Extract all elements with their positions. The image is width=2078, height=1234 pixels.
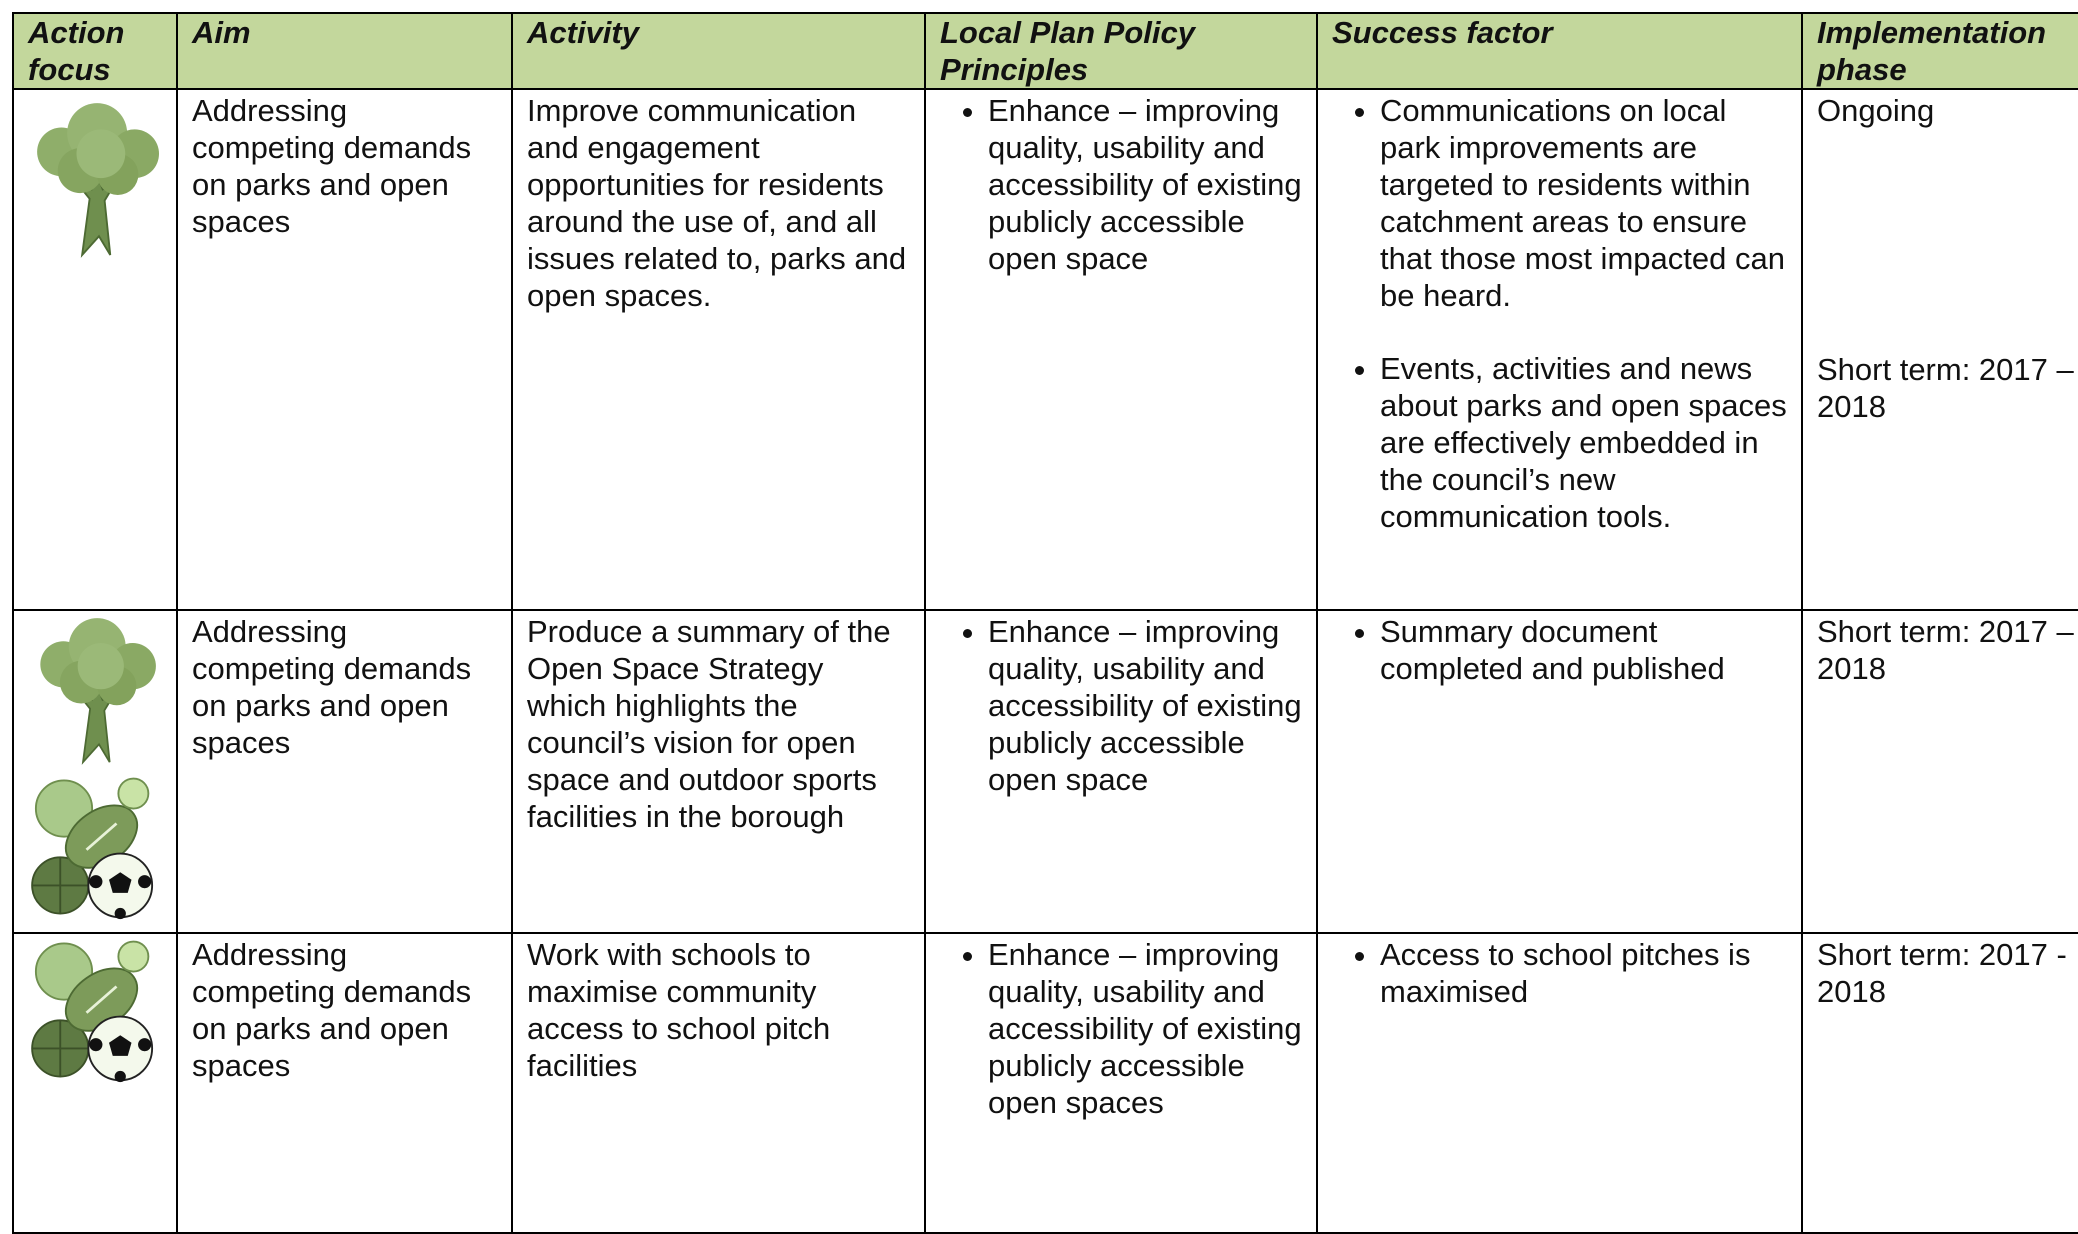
phase-item: Short term: 2017 – 2018 (1817, 352, 2074, 424)
row: Addressing competing demands on parks an… (12, 932, 2078, 1234)
balls-icon (30, 777, 154, 921)
phase-item: Ongoing (1817, 93, 1935, 128)
header-cell: Activity (511, 12, 926, 90)
header-cell: Local Plan Policy Principles (924, 12, 1318, 90)
header-cell: Aim (176, 12, 513, 90)
header-row: Action focus Aim Activity Local Plan Pol… (12, 12, 2078, 90)
principles: Enhance – improving quality, usability a… (924, 609, 1318, 934)
phase-item: Short term: 2017 – 2018 (1817, 614, 2074, 686)
row: Addressing competing demands on parks an… (12, 88, 2078, 611)
success-item: Summary document completed and published (1380, 613, 1787, 687)
success-item: Communications on local park improvement… (1380, 92, 1787, 314)
phase-item: Short term: 2017 - 2018 (1817, 937, 2067, 1009)
success: Access to school pitches is maximised (1316, 932, 1803, 1234)
aim: Addressing competing demands on parks an… (176, 609, 513, 934)
activity: Improve communication and engagement opp… (511, 88, 926, 611)
activity: Work with schools to maximise community … (511, 932, 926, 1234)
phase: Short term: 2017 – 2018 (1801, 609, 2078, 934)
page: {"table": { "header": ["Action focus", "… (0, 0, 2078, 1152)
success: Summary document completed and published (1316, 609, 1803, 934)
principle: Enhance – improving quality, usability a… (988, 936, 1302, 1121)
phase: Ongoing Short term: 2017 – 2018 (1801, 88, 2078, 611)
row: Addressing competing demands on parks an… (12, 609, 2078, 934)
action-table: Action focus Aim Activity Local Plan Pol… (12, 12, 2078, 1234)
tree-icon (39, 617, 157, 763)
principle: Enhance – improving quality, usability a… (988, 92, 1302, 277)
header-cell: Action focus (12, 12, 178, 90)
balls-icon (30, 940, 154, 1084)
activity: Produce a summary of the Open Space Stra… (511, 609, 926, 934)
success-item: Access to school pitches is maximised (1380, 936, 1787, 1010)
icon-cell (12, 88, 178, 611)
header-cell: Implementation phase (1801, 12, 2078, 90)
success-item: Events, activities and news about parks … (1380, 350, 1787, 535)
phase: Short term: 2017 - 2018 (1801, 932, 2078, 1234)
aim: Addressing competing demands on parks an… (176, 932, 513, 1234)
principles: Enhance – improving quality, usability a… (924, 88, 1318, 611)
principle: Enhance – improving quality, usability a… (988, 613, 1302, 798)
success: Communications on local park improvement… (1316, 88, 1803, 611)
tree-icon (36, 102, 160, 256)
icon-cell (12, 609, 178, 934)
icon-cell (12, 932, 178, 1234)
principles: Enhance – improving quality, usability a… (924, 932, 1318, 1234)
aim: Addressing competing demands on parks an… (176, 88, 513, 611)
header-cell: Success factor (1316, 12, 1803, 90)
